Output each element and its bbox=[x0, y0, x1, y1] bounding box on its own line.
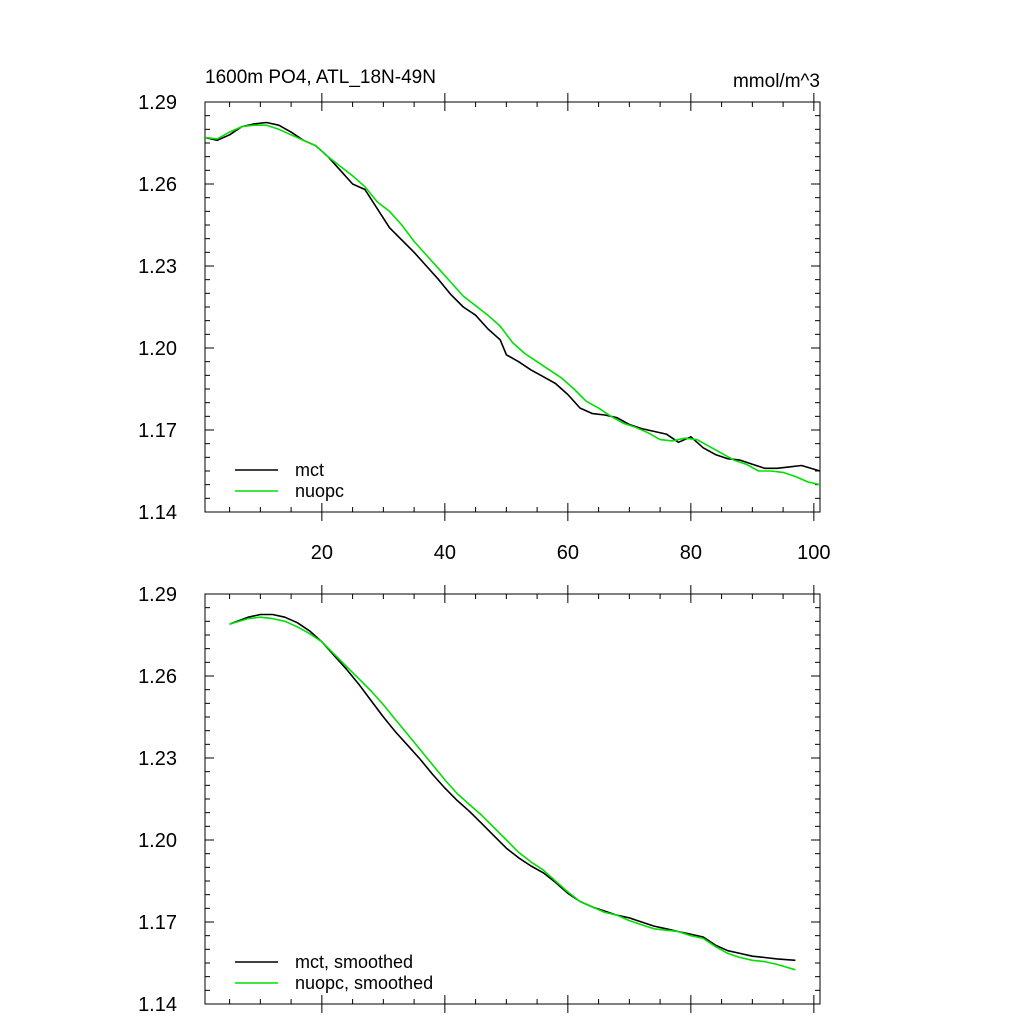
top-ytick-label: 1.23 bbox=[138, 256, 177, 278]
bottom-ytick-label: 1.23 bbox=[138, 748, 177, 770]
top-plot-frame bbox=[204, 101, 821, 513]
chart-title: 1600m PO4, ATL_18N-49N bbox=[205, 67, 436, 88]
bottom-panel: 1.29 1.26 1.23 1.20 1.17 1.14 mct, smoothednuo… bbox=[138, 584, 821, 1016]
chart-units: mmol/m^3 bbox=[733, 71, 820, 92]
top-ytick-label: 1.29 bbox=[138, 92, 177, 114]
top-series-line-mct bbox=[204, 121, 821, 472]
bottom-ytick-label: 1.14 bbox=[138, 994, 177, 1016]
bottom-ytick-label: 1.29 bbox=[138, 584, 177, 606]
top-xtick-label: 100 bbox=[797, 542, 830, 564]
top-xtick-label: 40 bbox=[434, 542, 456, 564]
top-series-line-nuopc bbox=[204, 124, 821, 486]
bottom-plot-frame bbox=[204, 593, 821, 1005]
bottom-legend-label: mct, smoothed bbox=[295, 952, 413, 972]
bottom-series-line-mct bbox=[229, 613, 796, 962]
bottom-ytick-label: 1.20 bbox=[138, 830, 177, 852]
top-legend-label: nuopc bbox=[295, 481, 344, 501]
top-legend-label: mct bbox=[295, 460, 324, 480]
top-xtick-label: 60 bbox=[557, 542, 579, 564]
top-xtick-label: 80 bbox=[680, 542, 702, 564]
top-xtick-label: 20 bbox=[311, 542, 333, 564]
bottom-series-line-nuopc bbox=[229, 616, 796, 971]
top-ytick-label: 1.26 bbox=[138, 174, 177, 196]
top-ytick-label: 1.14 bbox=[138, 502, 177, 524]
top-ytick-label: 1.17 bbox=[138, 420, 177, 442]
bottom-ytick-label: 1.26 bbox=[138, 666, 177, 688]
top-ytick-label: 1.20 bbox=[138, 338, 177, 360]
bottom-ytick-label: 1.17 bbox=[138, 912, 177, 934]
top-panel: 1.29 1.26 1.23 1.20 1.17 1.14 20 40 60 80 100 1600m… bbox=[138, 67, 830, 564]
bottom-legend-label: nuopc, smoothed bbox=[295, 973, 433, 993]
